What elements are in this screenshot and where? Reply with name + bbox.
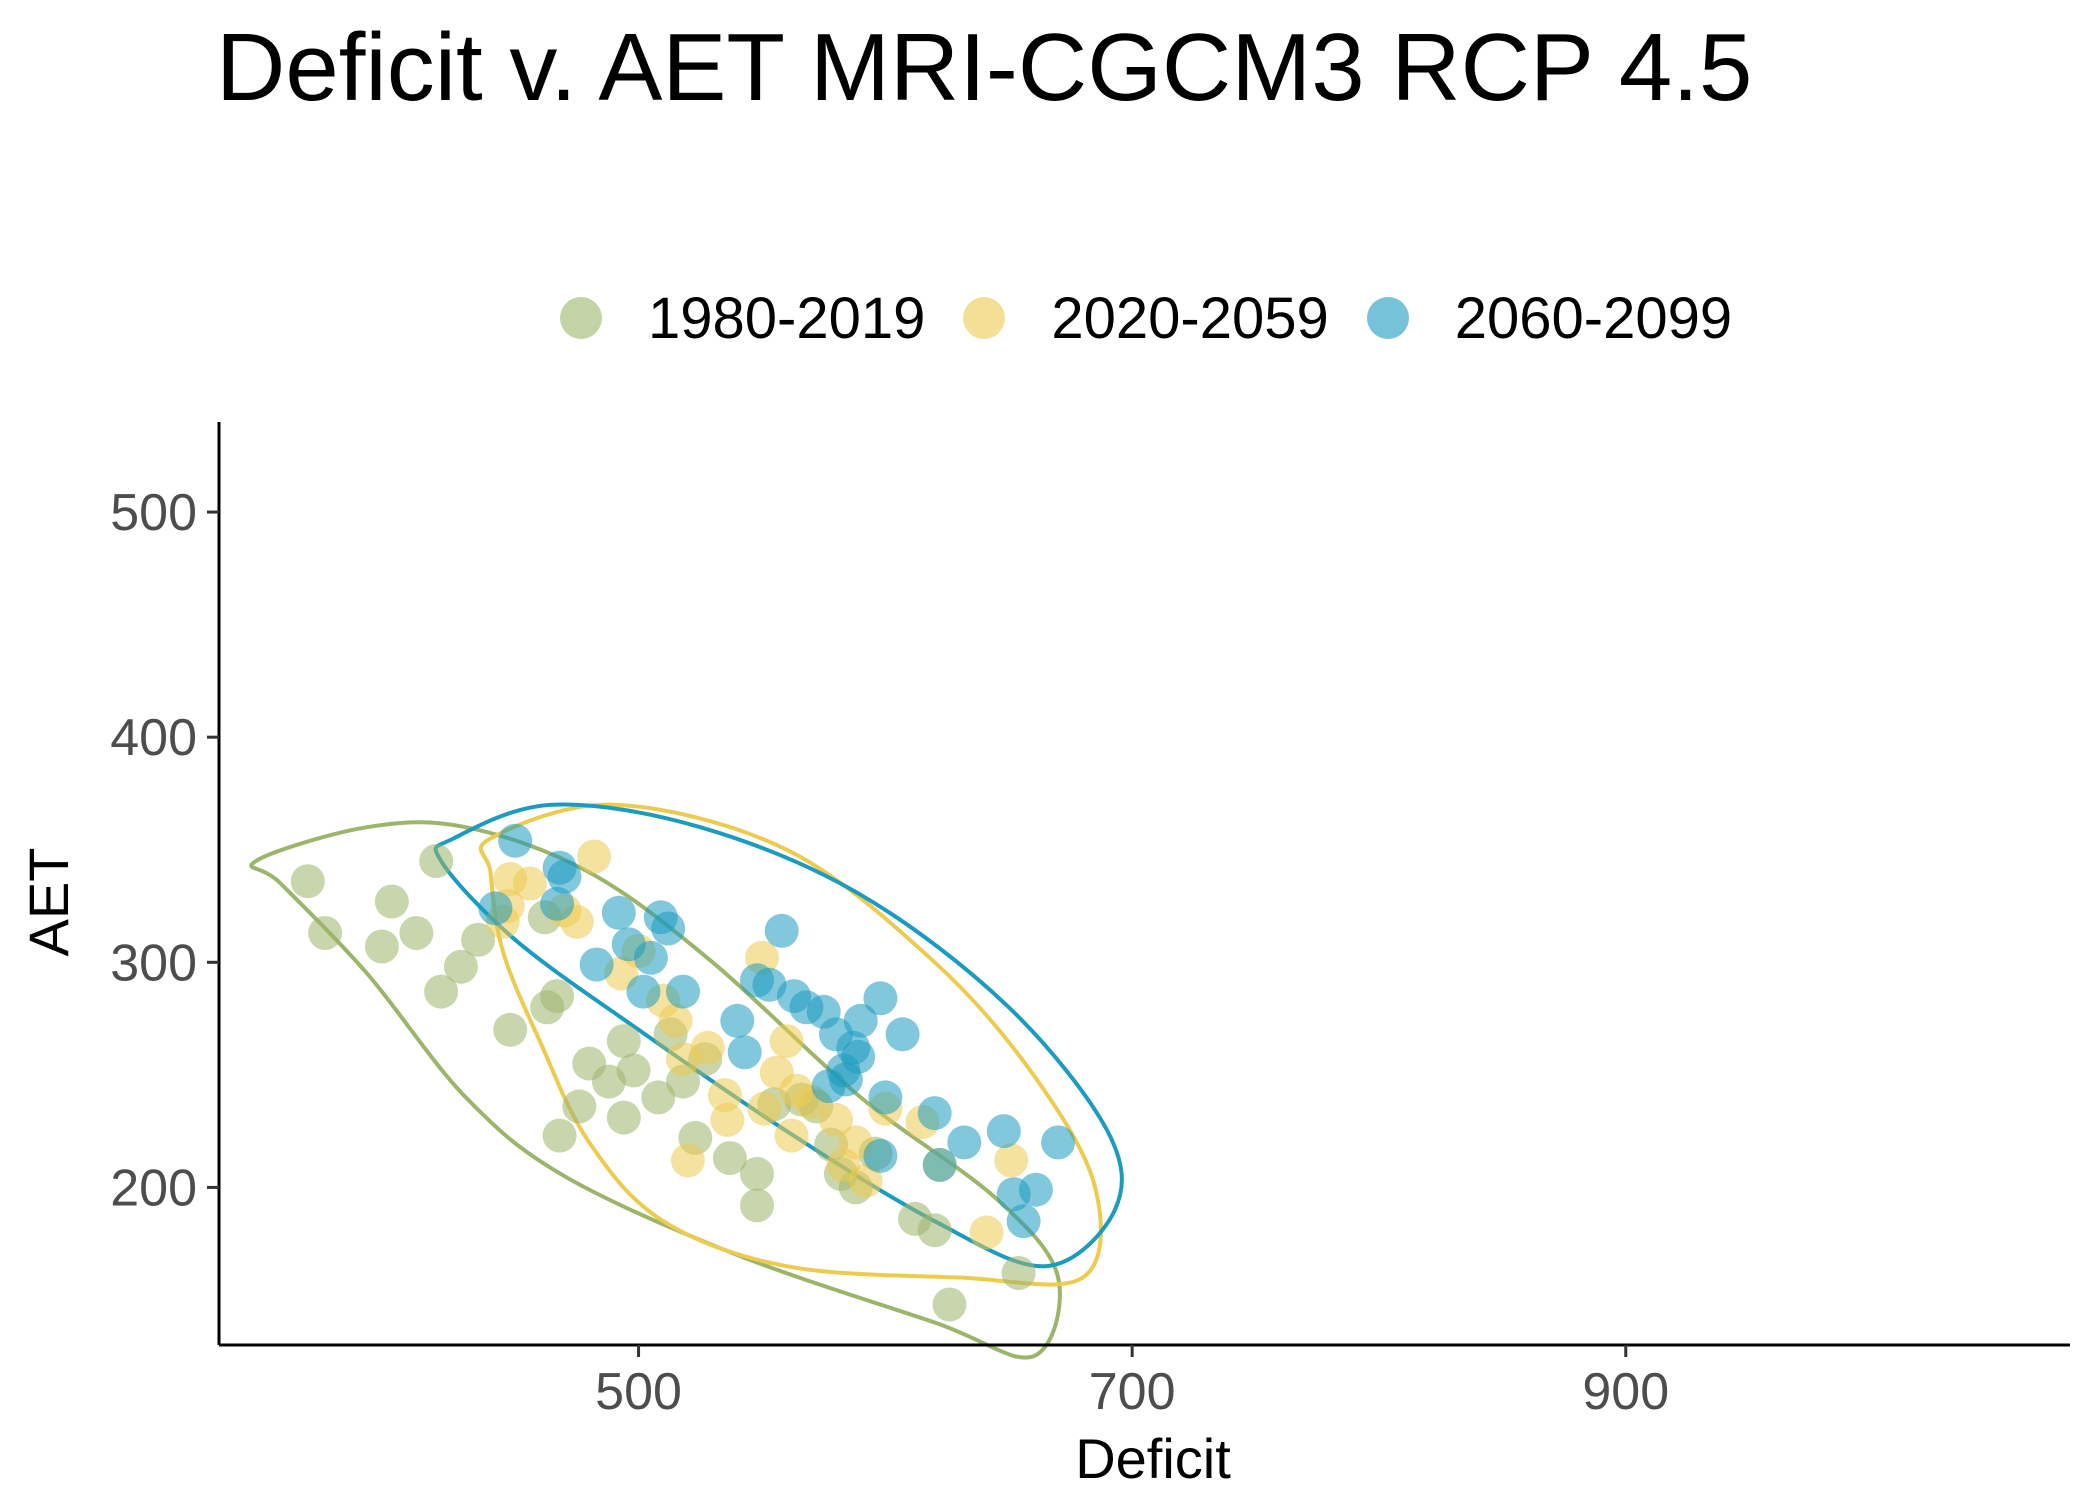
point-2060-2099-30 xyxy=(863,1138,898,1173)
point-2060-2099-8 xyxy=(633,940,668,975)
point-2060-2099-1 xyxy=(478,891,513,926)
point-1980-2019-4 xyxy=(399,916,434,950)
point-1980-2019-12 xyxy=(540,979,575,1014)
point-2020-2059-31 xyxy=(994,1143,1029,1178)
legend-item-1980-2019: 1980-2019 xyxy=(560,285,925,352)
point-1980-2019-3 xyxy=(364,929,399,964)
legend-swatch-2060-2099 xyxy=(1366,297,1409,339)
axes-layer xyxy=(217,422,2070,1347)
point-1980-2019-8 xyxy=(461,922,496,957)
point-2060-2099-31 xyxy=(885,1017,920,1052)
point-1980-2019-18 xyxy=(606,1100,641,1135)
point-1980-2019-27 xyxy=(740,1188,774,1223)
point-1980-2019-1 xyxy=(308,916,343,950)
point-2060-2099-38 xyxy=(1018,1172,1053,1207)
point-2020-2059-23 xyxy=(819,1102,853,1137)
point-1980-2019-17 xyxy=(606,1024,641,1059)
y-tick-label-300: 300 xyxy=(110,934,197,992)
point-2060-2099-39 xyxy=(1041,1125,1076,1160)
point-2020-2059-30 xyxy=(969,1215,1004,1250)
x-tick-label-900: 900 xyxy=(1582,1363,1669,1421)
point-1980-2019-0 xyxy=(290,864,325,899)
y-axis-label: AET xyxy=(17,848,80,957)
point-2020-2059-12 xyxy=(670,1143,705,1178)
points-layer xyxy=(290,823,1076,1322)
y-tick-label-500: 500 xyxy=(110,484,197,542)
point-1980-2019-6 xyxy=(424,974,459,1009)
point-1980-2019-13 xyxy=(542,1118,577,1153)
point-1980-2019-19 xyxy=(616,1053,651,1088)
point-2060-2099-5 xyxy=(579,947,614,982)
point-2060-2099-14 xyxy=(727,1035,762,1070)
point-1980-2019-38 xyxy=(1001,1256,1036,1290)
point-1980-2019-20 xyxy=(641,1080,676,1115)
point-2060-2099-11 xyxy=(651,911,686,946)
point-2020-2059-10 xyxy=(658,1003,693,1038)
point-2020-2059-14 xyxy=(707,1078,742,1113)
point-2060-2099-6 xyxy=(601,895,636,930)
legend-swatch-1980-2019 xyxy=(560,297,602,339)
point-2060-2099-27 xyxy=(843,1003,878,1038)
point-2020-2059-6 xyxy=(577,839,612,874)
point-2060-2099-28 xyxy=(863,981,898,1016)
point-2020-2059-19 xyxy=(769,1024,804,1059)
legend: 1980-2019 2020-2059 2060-2099 xyxy=(560,282,1770,354)
legend-item-2020-2059: 2020-2059 xyxy=(963,285,1329,352)
x-tick-label-500: 500 xyxy=(595,1363,682,1421)
point-2020-2059-15 xyxy=(710,1102,745,1137)
point-2020-2059-13 xyxy=(690,1030,725,1065)
point-1980-2019-14 xyxy=(562,1089,597,1124)
point-2060-2099-29 xyxy=(868,1080,903,1115)
y-tick-label-400: 400 xyxy=(110,709,197,767)
legend-item-2060-2099: 2060-2099 xyxy=(1366,285,1733,352)
point-2060-2099-35 xyxy=(986,1114,1021,1149)
point-1980-2019-9 xyxy=(493,1012,528,1047)
point-2060-2099-26 xyxy=(841,1039,876,1074)
legend-label-2020-2059: 2020-2059 xyxy=(1051,285,1329,351)
x-axis-label: Deficit xyxy=(1075,1427,1231,1490)
point-1980-2019-2 xyxy=(374,884,409,919)
chart-title: Deficit v. AET MRI-CGCM3 RCP 4.5 xyxy=(216,14,1753,121)
legend-swatch-2020-2059 xyxy=(963,297,1006,339)
point-2060-2099-37 xyxy=(1006,1204,1041,1239)
point-2060-2099-4 xyxy=(542,850,577,885)
point-1980-2019-37 xyxy=(932,1287,967,1322)
point-2060-2099-33 xyxy=(922,1147,957,1182)
point-2060-2099-12 xyxy=(666,974,700,1009)
legend-label-2060-2099: 2060-2099 xyxy=(1454,285,1733,351)
point-2060-2099-0 xyxy=(498,823,533,858)
legend-label-1980-2019: 1980-2019 xyxy=(648,285,926,351)
point-1980-2019-36 xyxy=(917,1213,952,1248)
point-2020-2059-26 xyxy=(848,1163,883,1198)
ellipse-2060-2099 xyxy=(433,802,1124,1269)
point-1980-2019-5 xyxy=(419,844,454,878)
point-2060-2099-2 xyxy=(540,886,575,921)
point-2060-2099-9 xyxy=(626,974,661,1009)
point-1980-2019-25 xyxy=(712,1141,747,1176)
point-2020-2059-3 xyxy=(513,866,547,901)
point-2020-2059-20 xyxy=(774,1118,809,1153)
point-2060-2099-17 xyxy=(764,913,799,948)
y-tick-label-200: 200 xyxy=(110,1159,197,1217)
point-2020-2059-17 xyxy=(747,1091,782,1126)
point-1980-2019-26 xyxy=(740,1156,774,1191)
point-1980-2019-7 xyxy=(443,949,478,984)
ticks-layer: 500 700 900 200 300 400 500 xyxy=(110,484,1669,1421)
point-2060-2099-34 xyxy=(947,1125,982,1160)
x-tick-label-700: 700 xyxy=(1089,1363,1176,1421)
point-2060-2099-13 xyxy=(720,1003,755,1038)
point-2060-2099-32 xyxy=(917,1096,952,1131)
